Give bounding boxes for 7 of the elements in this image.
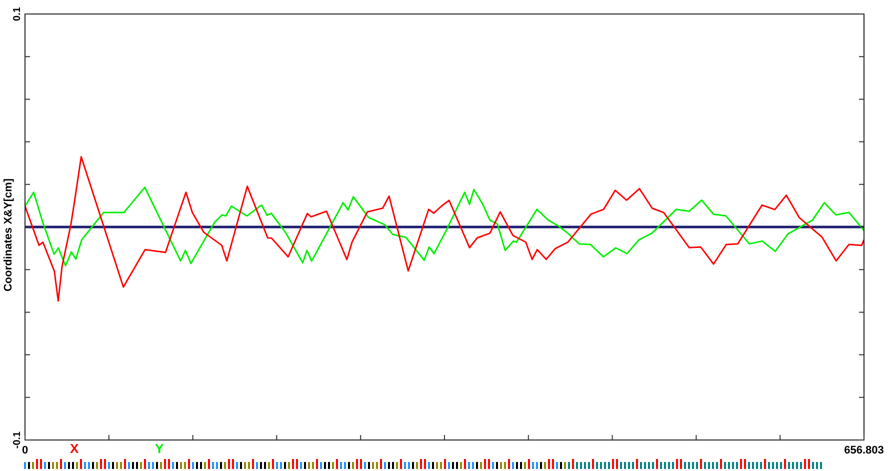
text: Y: [155, 441, 164, 456]
x-tick-label: 656.803: [844, 444, 884, 457]
x-tick-label: 0: [22, 444, 28, 457]
y-axis-title: Coordinates X&Y[cm]: [2, 178, 15, 292]
y-tick-label: -0.1: [12, 430, 23, 449]
y-tick-label: 0.1: [12, 6, 23, 21]
text: X: [70, 441, 79, 456]
